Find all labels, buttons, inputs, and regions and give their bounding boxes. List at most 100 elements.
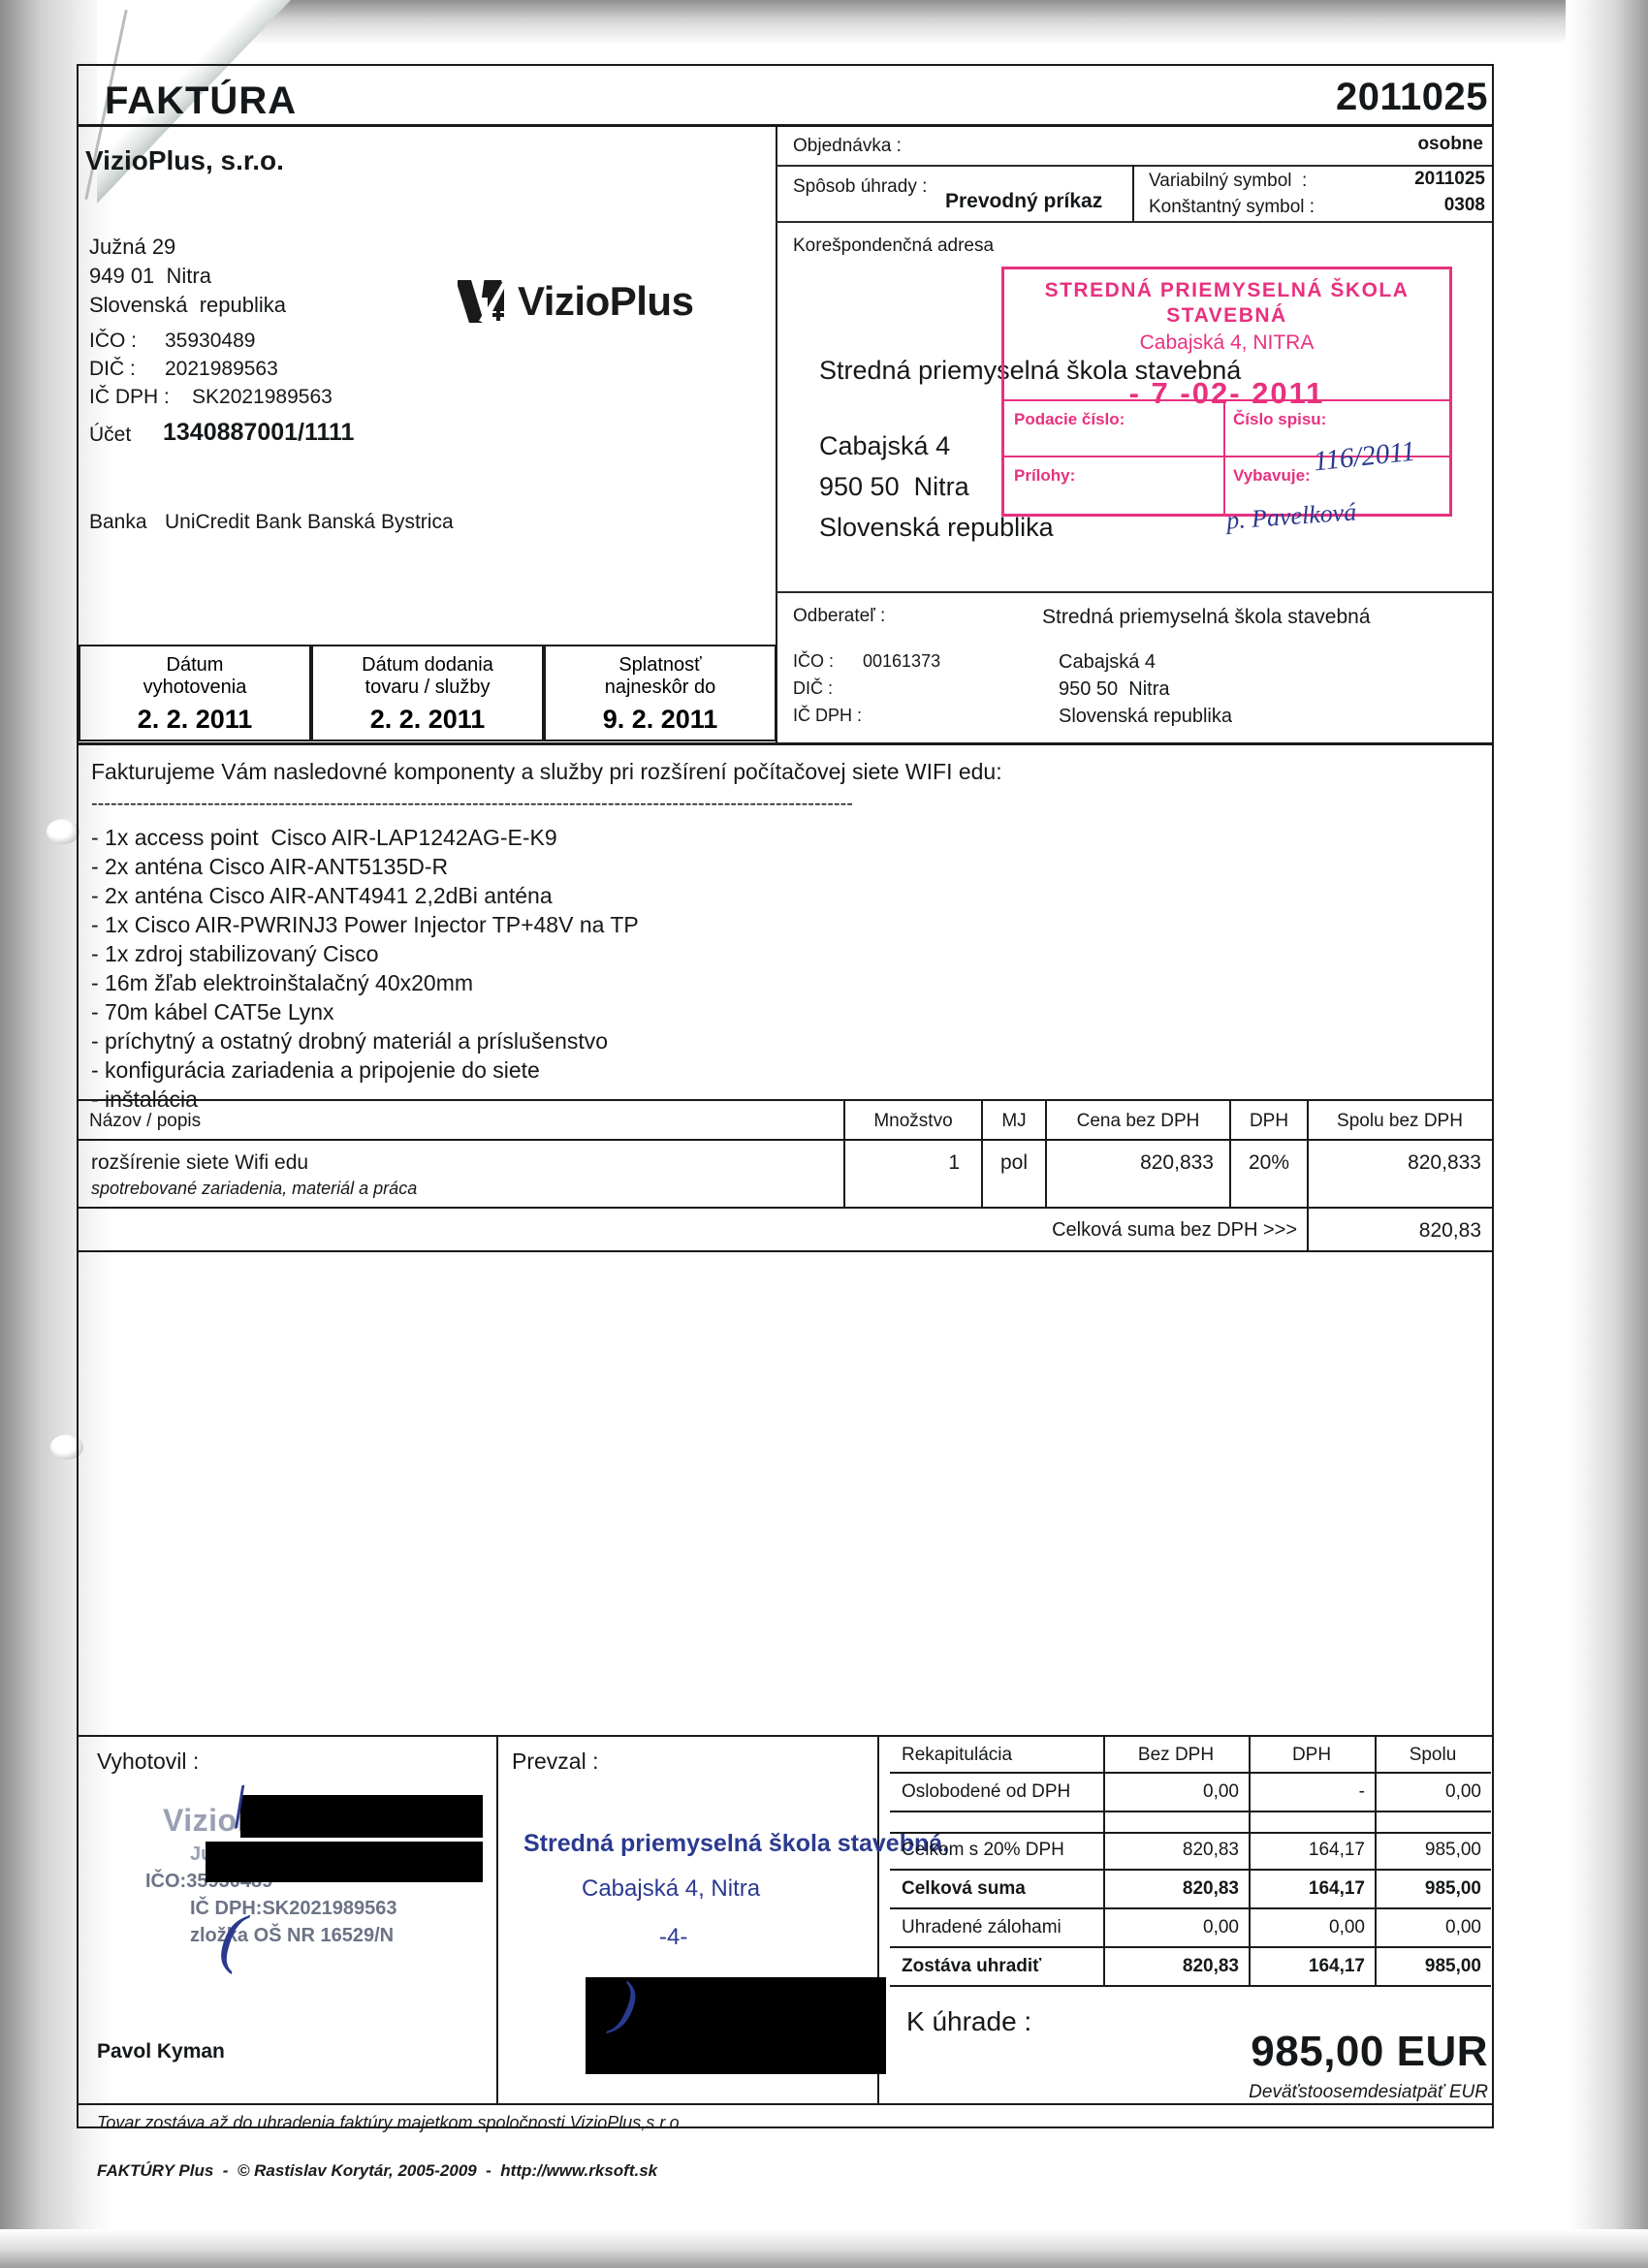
invoice-number: 2011025 bbox=[1335, 76, 1488, 118]
supplier-ico-label: IČO : bbox=[89, 330, 138, 352]
component-item: - 70m kábel CAT5e Lynx bbox=[91, 999, 334, 1024]
recap-cell-vat: 164,17 bbox=[1308, 1878, 1365, 1899]
recap-rule-5 bbox=[890, 1985, 1491, 1987]
body-intro: Fakturujeme Vám nasledovné komponenty a … bbox=[91, 759, 1002, 784]
customer-name: Stredná priemyselná škola stavebná bbox=[1042, 606, 1371, 628]
issued-by-label: Vyhotovil : bbox=[97, 1748, 200, 1774]
recap-cell-total: 985,00 bbox=[1424, 1840, 1481, 1860]
recap-cell-total: 985,00 bbox=[1424, 1956, 1481, 1976]
order-value: osobne bbox=[1417, 134, 1483, 154]
items-col-div-2 bbox=[981, 1099, 983, 1208]
recap-cell-net: 820,83 bbox=[1182, 1878, 1239, 1899]
stamp-date: - 7 -02- 2011 bbox=[1128, 376, 1325, 410]
items-table-header-rule bbox=[79, 1139, 1492, 1141]
customer-city: 950 50 Nitra bbox=[1059, 678, 1170, 700]
recap-cell-label: Zostáva uhradiť bbox=[902, 1956, 1042, 1976]
stamp-field4-label: Vybavuje: bbox=[1233, 466, 1311, 485]
correspondence-street: Cabajská 4 bbox=[819, 431, 951, 460]
items-header-unit: MJ bbox=[1001, 1111, 1027, 1131]
recap-rule-1 bbox=[890, 1811, 1491, 1812]
due-words: Deväťstoosemdesiatpäť EUR bbox=[1249, 2082, 1488, 2102]
payment-method-label: Spôsob úhrady : bbox=[793, 176, 928, 197]
items-col-div-3 bbox=[1045, 1099, 1047, 1208]
header-rule bbox=[79, 124, 1492, 127]
item-row-price: 820,833 bbox=[1140, 1151, 1214, 1174]
supplier-city: 949 01 Nitra bbox=[89, 264, 211, 288]
items-table-row-rule bbox=[79, 1207, 1492, 1209]
recap-cell-net: 820,83 bbox=[1182, 1956, 1239, 1976]
constant-symbol-label: Konštantný symbol : bbox=[1149, 197, 1315, 217]
stamp-line2: STAVEBNÁ bbox=[1166, 304, 1287, 327]
recap-top-rule bbox=[890, 1735, 1491, 1737]
received-by-label: Prevzal : bbox=[512, 1748, 599, 1774]
stamp-line3: Cabajská 4, NITRA bbox=[1139, 331, 1315, 354]
recap-cell-vat: 0,00 bbox=[1329, 1917, 1365, 1937]
supplier-bank-label: Banka bbox=[89, 511, 147, 533]
supplier-name: VizioPlus, s.r.o. bbox=[85, 145, 284, 175]
supplier-dic-value: 2021989563 bbox=[165, 358, 278, 380]
redaction-block-1 bbox=[240, 1795, 483, 1838]
items-sum-value: 820,83 bbox=[1418, 1219, 1481, 1242]
component-item: - konfigurácia zariadenia a pripojenie d… bbox=[91, 1057, 540, 1083]
recap-header-vat: DPH bbox=[1291, 1745, 1332, 1765]
date-label-1b: tovaru / služby bbox=[364, 677, 491, 698]
correspondence-label: Korešpondenčná adresa bbox=[793, 236, 995, 256]
vizioplus-logo: VizioPlus bbox=[456, 276, 694, 327]
items-table-top bbox=[79, 1099, 1492, 1101]
supplier-bank-value: UniCredit Bank Banská Bystrica bbox=[165, 511, 454, 533]
recap-header-title: Rekapitulácia bbox=[902, 1745, 1013, 1765]
scan-edge-bottom bbox=[0, 2229, 1648, 2268]
recap-cell-vat: - bbox=[1358, 1781, 1365, 1802]
customer-ico-value: 00161373 bbox=[863, 651, 941, 671]
component-item: - príchytný a ostatný drobný materiál a … bbox=[91, 1028, 609, 1054]
recap-header-net: Bez DPH bbox=[1137, 1745, 1215, 1765]
supplier-ico-value: 35930489 bbox=[165, 330, 256, 352]
supplier-icdph-value: SK2021989563 bbox=[192, 386, 333, 408]
item-row-note: spotrebované zariadenia, materiál a prác… bbox=[91, 1179, 418, 1198]
redaction-block-3 bbox=[586, 1977, 886, 2074]
date-box-0: Dátum vyhotovenia 2. 2. 2011 bbox=[79, 645, 311, 741]
logo-mark-icon bbox=[456, 276, 506, 327]
stamp-rule-1 bbox=[1004, 399, 1449, 401]
recap-cell-label: Oslobodené od DPH bbox=[902, 1781, 1071, 1802]
component-item: - 16m žľab elektroinštalačný 40x20mm bbox=[91, 970, 474, 995]
panel-divider-vertical bbox=[776, 124, 777, 742]
stamp-divider bbox=[1223, 399, 1225, 514]
recap-cell-net: 820,83 bbox=[1182, 1840, 1239, 1860]
recap-rule-2 bbox=[890, 1869, 1491, 1871]
page-title: FAKTÚRA bbox=[105, 79, 298, 122]
invoice-frame bbox=[77, 64, 1494, 2128]
due-amount: 985,00 EUR bbox=[1251, 2028, 1488, 2075]
recap-rule-4 bbox=[890, 1946, 1491, 1948]
logo-text: VizioPlus bbox=[518, 278, 694, 324]
bottom-div-1 bbox=[496, 1735, 498, 2103]
component-item: - 2x anténa Cisco AIR-ANT4941 2,2dBi ant… bbox=[91, 883, 553, 908]
footer-note: Tovar zostáva až do uhradenia faktúry ma… bbox=[97, 2113, 684, 2132]
panel-rule-2 bbox=[776, 221, 1492, 223]
recap-cell-total: 0,00 bbox=[1445, 1781, 1481, 1802]
supplier-account-value: 1340887001/1111 bbox=[163, 419, 355, 446]
recap-rule-3 bbox=[890, 1907, 1491, 1909]
component-item: - 1x zdroj stabilizovaný Cisco bbox=[91, 941, 379, 966]
date-value-0: 2. 2. 2011 bbox=[137, 705, 253, 734]
customer-stamp-line2: Cabajská 4, Nitra bbox=[582, 1875, 761, 1902]
items-col-div-5 bbox=[1307, 1099, 1309, 1252]
date-box-2: Splatnosť najneskôr do 9. 2. 2011 bbox=[544, 645, 776, 741]
recap-cell-total: 985,00 bbox=[1424, 1878, 1481, 1899]
recap-cell-total: 0,00 bbox=[1445, 1917, 1481, 1937]
component-item: - 1x Cisco AIR-PWRINJ3 Power Injector TP… bbox=[91, 912, 639, 937]
component-item: - 2x anténa Cisco AIR-ANT5135D-R bbox=[91, 854, 449, 879]
item-row-vat: 20% bbox=[1248, 1151, 1290, 1174]
supplier-stamp-reg: zložka OŠ NR 16529/N bbox=[190, 1925, 395, 1946]
items-col-div-4 bbox=[1229, 1099, 1231, 1208]
redaction-block-2 bbox=[206, 1842, 483, 1882]
items-header-price: Cena bez DPH bbox=[1076, 1111, 1200, 1131]
bottom-top-rule bbox=[79, 1735, 1492, 1737]
items-col-div-1 bbox=[843, 1099, 845, 1208]
stamp-field1-label: Podacie číslo: bbox=[1014, 410, 1125, 428]
correspondence-country: Slovenská republika bbox=[819, 513, 1054, 542]
recap-col-div-2 bbox=[1249, 1735, 1251, 1985]
recap-cell-net: 0,00 bbox=[1203, 1917, 1239, 1937]
scan-edge-left bbox=[0, 0, 114, 2268]
